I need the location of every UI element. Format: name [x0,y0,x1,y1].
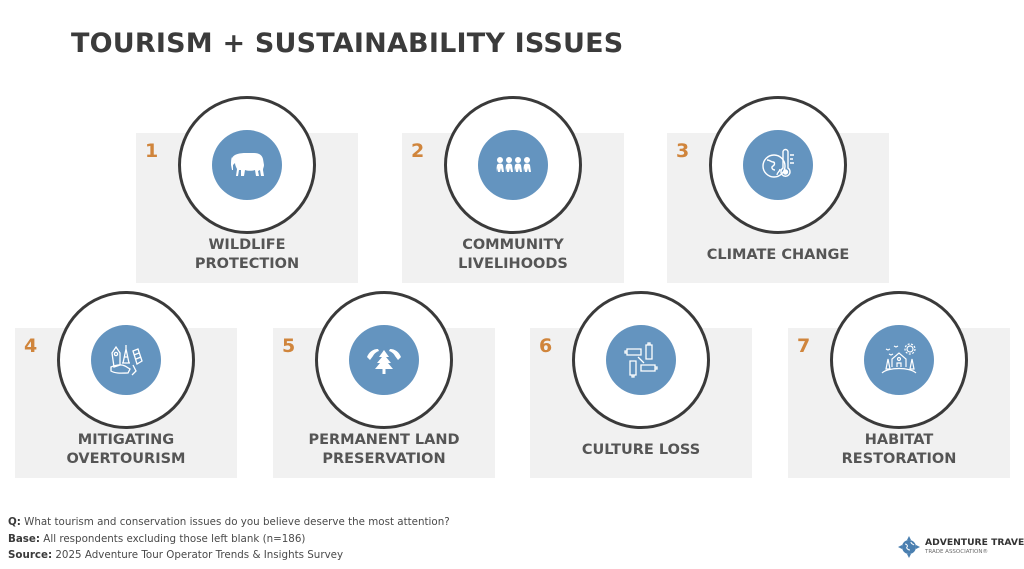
issue-label: CULTURE LOSS [581,441,701,458]
logo-line1: ADVENTURE TRAVEL [925,537,1024,548]
source-label: Source: [8,549,53,561]
question-text: What tourism and conservation issues do … [20,516,450,528]
icon-ring-3 [709,96,847,234]
rank-number: 7 [797,335,811,357]
issue-label: MITIGATING OVERTOURISM [66,432,186,467]
issue-label: PERMANENT LAND PRESERVATION [308,432,460,467]
globe-thermometer-icon [743,130,813,200]
source-line: Source: 2025 Adventure Tour Operator Tre… [8,547,450,564]
base-line: Base: All respondents excluding those le… [8,531,450,548]
icon-ring-6 [572,291,710,429]
icon-ring-7 [830,291,968,429]
icon-ring-2 [444,96,582,234]
icon-ring-4 [57,291,195,429]
rank-number: 3 [676,140,690,162]
source-text: 2025 Adventure Tour Operator Trends & In… [52,549,344,561]
issue-label: WILDLIFE PROTECTION [194,237,300,272]
base-label: Base: [8,532,41,545]
question-label: Q: [8,516,21,528]
issue-label: CLIMATE CHANGE [706,246,850,263]
page-title: TOURISM + SUSTAINABILITY ISSUES [71,28,624,59]
question-line: Q: What tourism and conservation issues … [8,514,450,531]
rank-number: 4 [24,335,38,357]
rank-number: 6 [539,335,553,357]
logo-line2: TRADE ASSOCIATION® [925,549,988,555]
rank-number: 2 [411,140,425,162]
rank-number: 5 [282,335,296,357]
house-nature-icon [864,325,934,395]
issue-label: HABITAT RESTORATION [841,432,957,467]
icon-ring-1 [178,96,316,234]
compass-globe-icon [898,536,920,558]
icon-ring-5 [315,291,453,429]
issue-label: COMMUNITY LIVELIHOODS [458,237,568,272]
hands-tree-icon [349,325,419,395]
joined-hands-icon [606,325,676,395]
landmarks-icon [91,325,161,395]
elephant-icon [212,130,282,200]
people-group-icon [478,130,548,200]
base-text: All respondents excluding those left bla… [40,532,306,545]
survey-notes: Q: What tourism and conservation issues … [8,514,450,564]
atta-logo: ADVENTURE TRAVEL TRADE ASSOCIATION® [898,536,1024,558]
rank-number: 1 [145,140,159,162]
